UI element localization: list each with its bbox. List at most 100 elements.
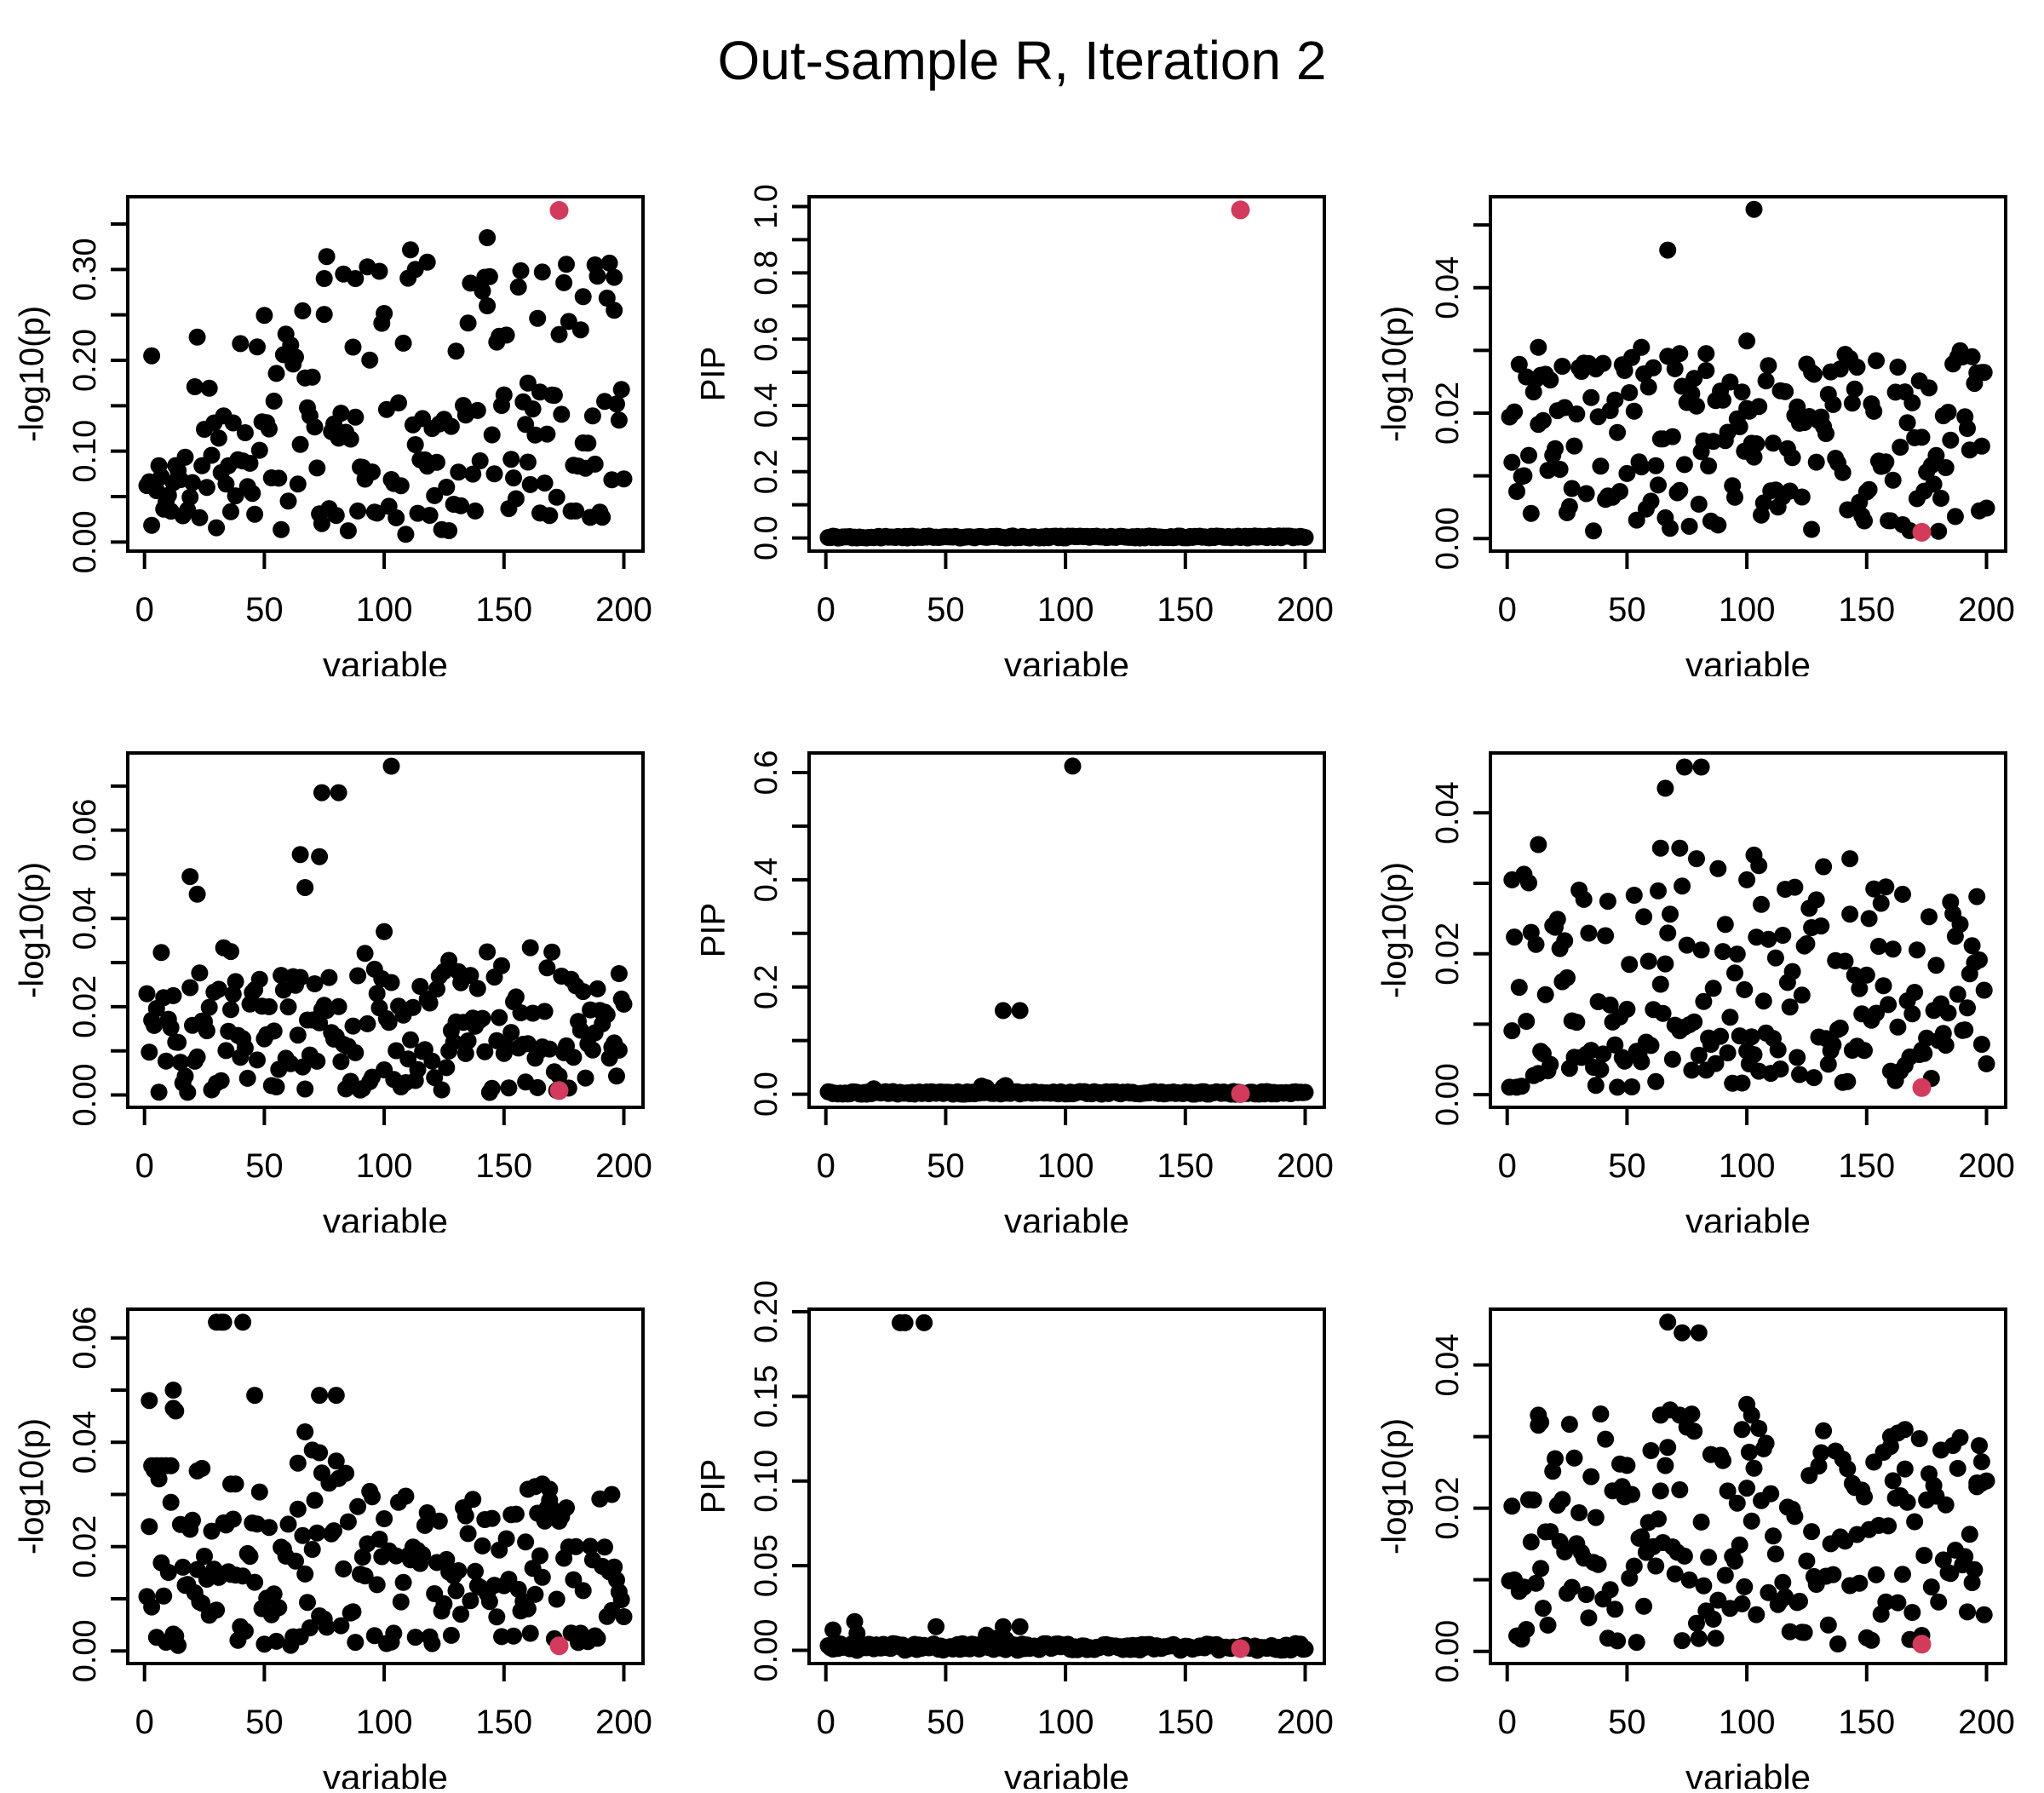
data-point — [1650, 476, 1667, 494]
data-point — [1896, 1460, 1914, 1478]
x-tick-label: 100 — [356, 1147, 413, 1185]
outlier-point — [1697, 345, 1715, 363]
data-point — [1921, 379, 1938, 397]
data-point — [1961, 1526, 1978, 1543]
data-point — [1559, 968, 1576, 986]
data-point — [1633, 1053, 1651, 1071]
x-axis-label: variable — [323, 645, 448, 676]
x-tick-label: 50 — [245, 1147, 284, 1185]
plot-box — [126, 195, 645, 553]
data-point — [543, 943, 561, 961]
data-point — [289, 475, 307, 493]
data-point — [447, 1582, 465, 1600]
data-point — [438, 1550, 456, 1568]
y-tick-label: 0.20 — [749, 1280, 784, 1343]
outlier-point — [1633, 338, 1651, 356]
data-point — [1959, 420, 1976, 437]
x-tick-label: 150 — [1838, 591, 1895, 629]
outlier-point — [1841, 850, 1859, 868]
data-point — [1671, 481, 1689, 499]
data-point — [1707, 1055, 1725, 1072]
data-point — [141, 1518, 158, 1536]
data-point — [1831, 1020, 1849, 1037]
plot-r2c1-neglog10p-canvas: 0.00 0.02 0.04 0.06 -log10(p) 0 50 100 150 200 var… — [14, 751, 652, 1241]
data-point — [533, 263, 551, 281]
x-tick-label: 50 — [1608, 591, 1646, 629]
data-point — [1937, 1496, 1955, 1514]
data-point — [1824, 1566, 1842, 1583]
data-point — [1750, 1420, 1768, 1437]
x-tick-label: 100 — [1719, 591, 1776, 629]
data-point — [512, 261, 530, 279]
data-point — [1721, 373, 1739, 391]
data-points — [819, 757, 1314, 1103]
data-point — [1547, 1450, 1564, 1468]
y-tick-label: 0.06 — [67, 1307, 103, 1370]
data-point — [1563, 480, 1581, 497]
y-axis-label: -log10(p) — [1376, 862, 1414, 998]
data-point — [1625, 1557, 1643, 1575]
data-point — [1894, 885, 1911, 903]
data-point — [526, 1585, 544, 1603]
x-tick-label: 0 — [1498, 1704, 1517, 1741]
data-point — [615, 995, 633, 1013]
data-point — [238, 1069, 256, 1087]
data-point — [246, 1573, 264, 1591]
data-point — [196, 1548, 213, 1565]
data-point — [1587, 1077, 1605, 1095]
outlier-point — [980, 1633, 997, 1651]
data-point — [1932, 490, 1949, 507]
outlier-point — [1692, 758, 1710, 776]
y-tick-label: 0.04 — [67, 1411, 103, 1474]
data-point — [1625, 887, 1643, 904]
data-point — [1975, 1606, 1993, 1623]
data-point — [474, 282, 491, 300]
data-point — [1906, 984, 1924, 1001]
x-tick-label: 200 — [1958, 591, 2015, 629]
data-point — [545, 387, 563, 405]
data-point — [1829, 1635, 1846, 1652]
data-point — [538, 959, 556, 977]
y-tick-label: 0.30 — [67, 238, 103, 301]
data-point — [158, 1052, 175, 1070]
x-tick-label: 150 — [1838, 1147, 1895, 1185]
data-point — [430, 1512, 448, 1530]
data-point — [337, 1464, 355, 1482]
data-point — [1553, 1491, 1571, 1509]
data-point — [533, 1568, 551, 1586]
data-point — [191, 509, 209, 526]
y-tick-label: 0.02 — [1430, 382, 1466, 445]
plot-grid: 0.00 0.10 0.20 0.30 -log10(p) 0 50 100 150 200 var… — [0, 120, 2044, 1793]
data-point — [1618, 464, 1636, 482]
outlier-point — [222, 943, 239, 961]
highlight-point — [1912, 1078, 1932, 1097]
data-point — [1872, 894, 1890, 912]
data-point — [571, 321, 589, 339]
data-point — [1783, 449, 1801, 467]
data-point — [198, 1022, 215, 1040]
plot-r1c3-neglog10p: 0.00 0.02 0.04 -log10(p) 0 50 100 150 200 variabl… — [1363, 120, 2044, 685]
y-tick-label: 0.2 — [749, 449, 784, 494]
data-point — [1791, 1592, 1808, 1610]
data-point — [1877, 878, 1895, 896]
data-point — [1685, 370, 1703, 388]
data-point — [150, 1470, 168, 1488]
y-tick-label: 0.00 — [1430, 507, 1466, 570]
data-point — [1766, 1545, 1784, 1563]
data-point — [222, 503, 239, 520]
data-point — [452, 1606, 470, 1623]
data-point — [385, 1624, 403, 1642]
data-point — [289, 1500, 307, 1518]
x-axis-label: variable — [1004, 1201, 1129, 1233]
data-point — [1642, 1037, 1660, 1055]
data-point — [1757, 372, 1775, 390]
data-point — [356, 1567, 374, 1585]
data-point — [174, 1558, 192, 1576]
outlier-point — [311, 848, 329, 865]
x-tick-label: 0 — [817, 1147, 835, 1185]
x-tick-label: 100 — [1037, 1704, 1094, 1741]
data-point — [1748, 1606, 1766, 1623]
data-point — [1645, 359, 1662, 376]
data-point — [1765, 434, 1782, 452]
x-tick-label: 200 — [595, 1704, 652, 1741]
